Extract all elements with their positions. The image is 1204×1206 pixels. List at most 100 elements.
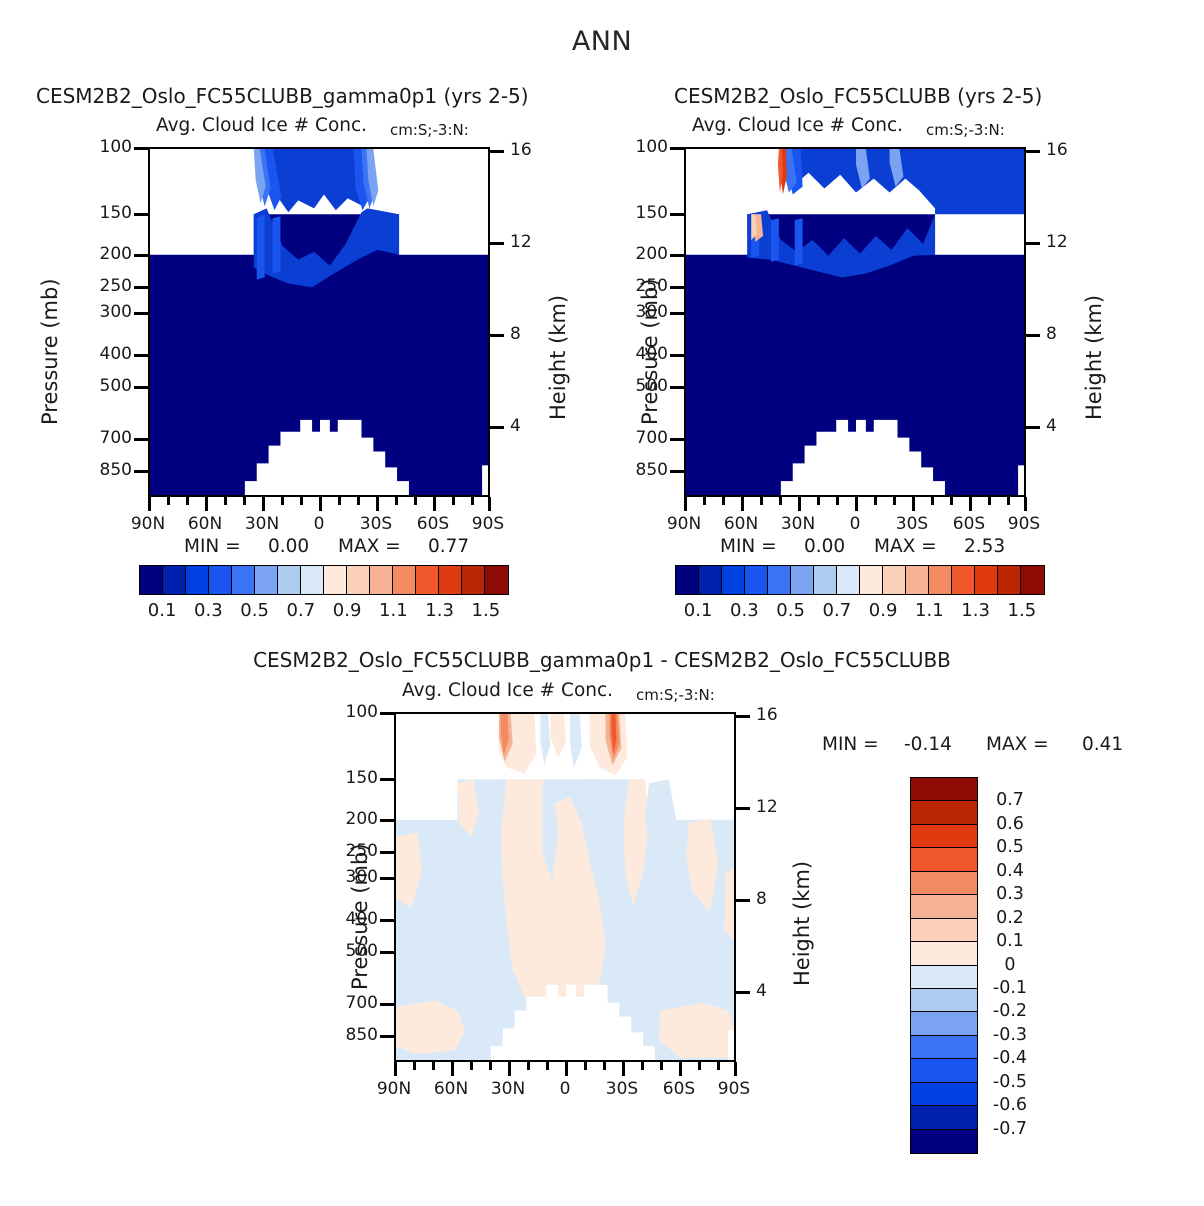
panel-top-right-title: CESM2B2_Oslo_FC55CLUBB (yrs 2-5) — [674, 84, 1043, 108]
colorbar-cell — [911, 1059, 977, 1083]
colorbar-tick-label: 1.3 — [961, 600, 990, 621]
panel-top-right-units: cm:S;-3:N: — [926, 121, 1005, 139]
contour-plot-bottom — [394, 712, 736, 1062]
colorbar-tick-label: 0.9 — [868, 600, 898, 621]
contour-plot-top-left — [148, 147, 490, 497]
colorbar-cell — [186, 566, 209, 594]
colorbar-tick-label: 0.9 — [332, 600, 362, 621]
colorbar-tick-label: 0.3 — [730, 600, 759, 621]
colorbar-bottom — [910, 777, 978, 1154]
colorbar-cell — [416, 566, 439, 594]
colorbar-tick-label: 0.2 — [996, 907, 1024, 928]
colorbar-tick-label: 0.4 — [996, 860, 1024, 881]
colorbar-bottom-labels: 0.7 0.6 0.5 0.4 0.3 0.2 0.1 0 -0.1 -0.2 -0.3 -0.4 -0… — [982, 777, 1038, 1152]
colorbar-cell — [911, 871, 977, 896]
panel-bottom-units: cm:S;-3:N: — [636, 686, 715, 704]
colorbar-cell — [232, 566, 255, 594]
colorbar-tick-label: -0.7 — [992, 1118, 1028, 1139]
colorbar-tick-label: 1.5 — [1007, 600, 1037, 621]
contour-field-top-right — [686, 149, 1024, 495]
colorbar-cell — [911, 1035, 977, 1060]
colorbar-cell — [837, 566, 860, 594]
colorbar-tick-label: -0.1 — [992, 977, 1028, 998]
colorbar-tick-label: 0.5 — [996, 837, 1024, 858]
colorbar-tick-label: 1.1 — [379, 600, 408, 621]
colorbar-tick-label: 1.3 — [425, 600, 454, 621]
height-axis-label-bottom: Height (km) — [790, 860, 814, 986]
pressure-axis-label-left: Pressure (mb) — [38, 278, 62, 425]
figure-title: ANN — [571, 26, 633, 57]
colorbar-tick-label: 0.7 — [286, 600, 316, 621]
contour-field-top-left — [150, 149, 488, 495]
colorbar-cell — [883, 566, 906, 594]
colorbar-cell — [911, 1106, 977, 1130]
panel-bottom-difference: CESM2B2_Oslo_FC55CLUBB_gamma0p1 - CESM2B… — [0, 630, 1204, 1154]
colorbar-cell — [911, 848, 977, 872]
colorbar-cell — [911, 1082, 977, 1107]
colorbar-cell — [209, 566, 232, 594]
colorbar-top-right — [675, 565, 1045, 595]
panel-top-right-subtitle: Avg. Cloud Ice # Conc. — [692, 115, 904, 136]
colorbar-cell — [485, 566, 508, 594]
colorbar-tick-label: 0.7 — [822, 600, 852, 621]
colorbar-cell — [952, 566, 975, 594]
height-axis-label-right-panel: Height (km) — [1082, 294, 1106, 420]
colorbar-cell — [393, 566, 416, 594]
colorbar-cell — [163, 566, 186, 594]
colorbar-cell — [347, 566, 370, 594]
colorbar-tick-label: 0 — [1004, 954, 1016, 975]
colorbar-cell — [906, 566, 929, 594]
colorbar-cell — [929, 566, 952, 594]
colorbar-cell — [301, 566, 324, 594]
contour-plot-top-right — [684, 147, 1026, 497]
colorbar-cell — [370, 566, 393, 594]
panel-top-left-units: cm:S;-3:N: — [390, 121, 469, 139]
colorbar-tick-label: -0.6 — [992, 1095, 1028, 1116]
colorbar-top-left — [139, 565, 509, 595]
colorbar-top-left-labels: 0.1 0.3 0.5 0.7 0.9 1.1 1.3 1.5 — [139, 600, 507, 624]
colorbar-cell — [791, 566, 814, 594]
colorbar-cell — [745, 566, 768, 594]
colorbar-tick-label: -0.2 — [992, 1001, 1028, 1022]
panel-top-right: CESM2B2_Oslo_FC55CLUBB (yrs 2-5) Avg. Cl… — [602, 70, 1204, 630]
colorbar-tick-label: 0.3 — [996, 884, 1024, 905]
colorbar-cell — [676, 566, 699, 594]
panel-top-left: CESM2B2_Oslo_FC55CLUBB_gamma0p1 (yrs 2-5… — [0, 70, 602, 630]
colorbar-tick-label: -0.4 — [992, 1048, 1028, 1069]
colorbar-cell — [768, 566, 791, 594]
colorbar-tick-label: 1.5 — [471, 600, 501, 621]
panel-bottom-title: CESM2B2_Oslo_FC55CLUBB_gamma0p1 - CESM2B… — [253, 648, 951, 672]
colorbar-cell — [911, 1012, 977, 1036]
colorbar-tick-label: 0.7 — [996, 790, 1024, 811]
height-axis-label-left-panel: Height (km) — [546, 294, 570, 420]
colorbar-cell — [722, 566, 745, 594]
colorbar-tick-label: -0.5 — [992, 1071, 1028, 1092]
colorbar-cell — [998, 566, 1021, 594]
colorbar-cell — [911, 942, 977, 966]
colorbar-cell — [255, 566, 278, 594]
colorbar-tick-label: 0.3 — [194, 600, 223, 621]
colorbar-tick-label: 0.6 — [996, 813, 1024, 834]
colorbar-cell — [278, 566, 301, 594]
colorbar-cell — [324, 566, 347, 594]
colorbar-cell — [911, 801, 977, 825]
colorbar-cell — [911, 1129, 977, 1153]
colorbar-cell — [975, 566, 998, 594]
colorbar-cell — [911, 965, 977, 989]
colorbar-cell — [911, 824, 977, 849]
colorbar-tick-label: 0.5 — [240, 600, 269, 621]
panel-top-left-subtitle: Avg. Cloud Ice # Conc. — [156, 115, 368, 136]
colorbar-cell — [911, 778, 977, 802]
colorbar-top-right-labels: 0.1 0.3 0.5 0.7 0.9 1.1 1.3 1.5 — [675, 600, 1043, 624]
colorbar-cell — [1021, 566, 1044, 594]
panel-bottom-subtitle: Avg. Cloud Ice # Conc. — [402, 680, 614, 701]
colorbar-tick-label: -0.3 — [992, 1024, 1028, 1045]
colorbar-tick-label: 0.1 — [147, 600, 177, 621]
colorbar-cell — [814, 566, 837, 594]
colorbar-cell — [860, 566, 883, 594]
colorbar-cell — [911, 918, 977, 943]
colorbar-cell — [439, 566, 462, 594]
colorbar-tick-label: 0.5 — [776, 600, 805, 621]
colorbar-cell — [699, 566, 722, 594]
panel-top-left-title: CESM2B2_Oslo_FC55CLUBB_gamma0p1 (yrs 2-5… — [36, 84, 529, 108]
